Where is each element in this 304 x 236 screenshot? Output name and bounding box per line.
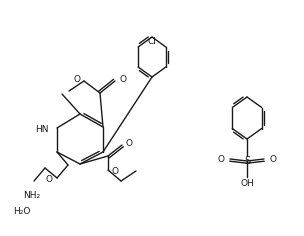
Text: O: O [269, 155, 276, 164]
Text: O: O [126, 139, 133, 148]
Text: NH₂: NH₂ [23, 191, 40, 200]
Text: O: O [218, 155, 225, 164]
Text: HN: HN [36, 125, 49, 134]
Text: O: O [112, 167, 119, 176]
Text: O: O [45, 176, 52, 185]
Text: O: O [119, 76, 126, 84]
Text: OH: OH [240, 180, 254, 189]
Text: H₂O: H₂O [13, 207, 31, 216]
Text: S: S [244, 156, 250, 166]
Text: Cl: Cl [147, 38, 156, 46]
Text: O: O [73, 76, 80, 84]
